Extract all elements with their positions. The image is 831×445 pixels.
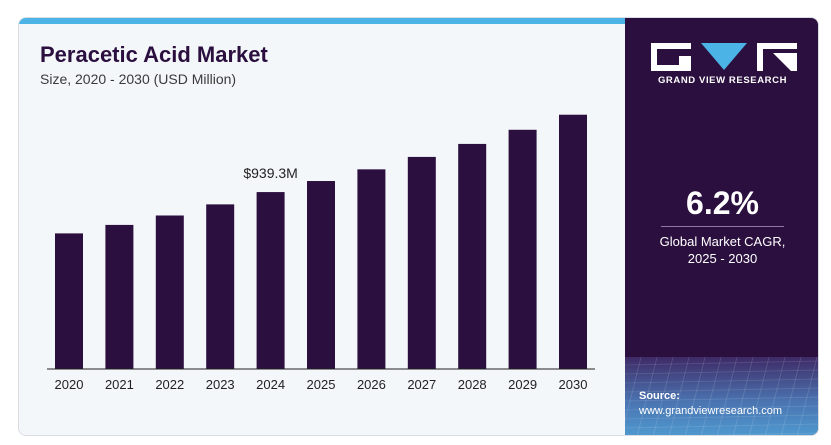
x-tick-label: 2020 <box>55 377 84 392</box>
bar-2022 <box>155 215 184 369</box>
x-tick-label: 2027 <box>407 377 436 392</box>
bar-2026 <box>357 169 386 369</box>
infographic-card: 2020 2021 2022 2023 2024 2025 2026 2027 2028 2029… <box>18 17 819 436</box>
gvr-logo-icon <box>651 43 797 71</box>
bar-2020 <box>55 233 83 369</box>
chart-title: Peracetic Acid Market <box>40 42 268 67</box>
cagr-value: 6.2% <box>686 185 759 221</box>
x-tick-label: 2024 <box>256 377 285 392</box>
source-band: Source: www.grandviewresearch.com <box>625 357 818 435</box>
divider <box>661 226 784 227</box>
bar-2023 <box>206 204 235 369</box>
x-tick-label: 2023 <box>206 377 235 392</box>
bar-2025 <box>307 181 335 369</box>
chart-panel: 2020 2021 2022 2023 2024 2025 2026 2027 2028 2029… <box>19 24 625 435</box>
data-label: $939.3M <box>243 165 297 181</box>
cagr-label: Global Market CAGR, 2025 - 2030 <box>625 233 818 267</box>
x-tick-label: 2028 <box>458 377 487 392</box>
bar-2028 <box>458 143 487 369</box>
bar-2027 <box>407 156 436 369</box>
bar-chart: 2020 2021 2022 2023 2024 2025 2026 2027 2028 2029… <box>47 114 595 392</box>
x-tick-label: 2029 <box>508 377 537 392</box>
bar-2021 <box>105 224 134 369</box>
cagr-label-line1: Global Market CAGR, <box>659 234 786 249</box>
decorative-grid <box>625 357 818 435</box>
x-tick-label: 2021 <box>105 377 134 392</box>
bar-2024 <box>256 192 285 369</box>
x-tick-label: 2022 <box>155 377 184 392</box>
x-tick-label: 2030 <box>559 377 588 392</box>
x-tick-label: 2025 <box>307 377 336 392</box>
brand-name: GRAND VIEW RESEARCH <box>657 75 788 86</box>
accent-bar <box>19 18 625 24</box>
source-label: Source: <box>639 390 680 402</box>
bar-2030 <box>559 114 587 369</box>
source-link[interactable]: www.grandviewresearch.com <box>639 405 783 417</box>
x-tick-label: 2026 <box>357 377 386 392</box>
chart-subtitle: Size, 2020 - 2030 (USD Million) <box>40 71 237 87</box>
bar-2029 <box>508 129 537 369</box>
stats-sidebar: GRAND VIEW RESEARCH 6.2% Global Market C… <box>625 18 818 435</box>
cagr-label-line2: 2025 - 2030 <box>687 251 758 266</box>
